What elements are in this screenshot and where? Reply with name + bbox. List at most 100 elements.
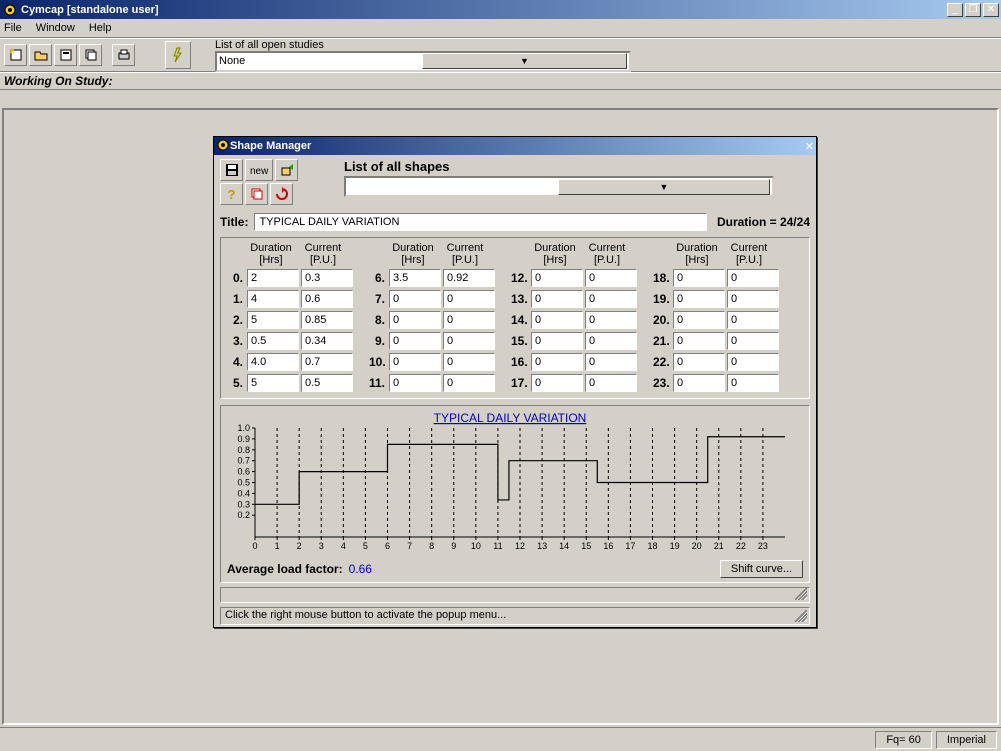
resize-grip[interactable] <box>220 587 810 603</box>
save-shape-button[interactable] <box>220 159 243 181</box>
new-shape-button[interactable]: new <box>245 159 273 181</box>
duration-input[interactable]: 0 <box>673 374 725 392</box>
table-row: 7.00 <box>369 290 495 308</box>
duration-input[interactable]: 0.5 <box>247 332 299 350</box>
current-input[interactable]: 0.6 <box>301 290 353 308</box>
dialog-title: Shape Manager <box>230 140 805 152</box>
table-row: 3.0.50.34 <box>227 332 353 350</box>
print-button[interactable] <box>112 44 135 66</box>
current-input[interactable]: 0 <box>443 374 495 392</box>
duration-input[interactable]: 0 <box>673 353 725 371</box>
shapes-combo[interactable]: ▼ <box>344 176 774 197</box>
minimize-button[interactable]: _ <box>947 3 963 17</box>
table-row: 12.00 <box>511 269 637 287</box>
current-input[interactable]: 0 <box>443 311 495 329</box>
current-input[interactable]: 0 <box>727 311 779 329</box>
col-header-current: Current[P.U.] <box>723 242 775 266</box>
current-input[interactable]: 0 <box>443 290 495 308</box>
open-study-button[interactable] <box>29 44 52 66</box>
duration-input[interactable]: 0 <box>531 290 583 308</box>
working-on-label: Working On Study: <box>0 72 1001 90</box>
current-input[interactable]: 0.7 <box>301 353 353 371</box>
table-row: 23.00 <box>653 374 779 392</box>
current-input[interactable]: 0.3 <box>301 269 353 287</box>
shift-curve-button[interactable]: Shift curve... <box>720 560 803 578</box>
chevron-down-icon: ▼ <box>422 53 627 69</box>
row-index: 7. <box>369 292 387 306</box>
current-input[interactable]: 0.92 <box>443 269 495 287</box>
svg-text:0: 0 <box>252 541 257 551</box>
status-fq: Fq= 60 <box>875 731 932 749</box>
current-input[interactable]: 0 <box>727 269 779 287</box>
duration-input[interactable]: 0 <box>531 311 583 329</box>
refresh-button[interactable] <box>270 183 293 205</box>
current-input[interactable]: 0 <box>585 353 637 371</box>
duration-input[interactable]: 4 <box>247 290 299 308</box>
copy-study-button[interactable] <box>79 44 102 66</box>
menu-window[interactable]: Window <box>36 22 75 34</box>
chevron-down-icon: ▼ <box>558 179 770 195</box>
col-header-current: Current[P.U.] <box>581 242 633 266</box>
current-input[interactable]: 0 <box>727 332 779 350</box>
duration-input[interactable]: 0 <box>389 353 441 371</box>
row-index: 6. <box>369 271 387 285</box>
save-study-button[interactable] <box>54 44 77 66</box>
current-input[interactable]: 0 <box>585 290 637 308</box>
duration-input[interactable]: 0 <box>389 311 441 329</box>
current-input[interactable]: 0 <box>727 353 779 371</box>
table-row: 2.50.85 <box>227 311 353 329</box>
duration-input[interactable]: 0 <box>673 290 725 308</box>
open-studies-combo[interactable]: None ▼ <box>215 51 631 72</box>
current-input[interactable]: 0 <box>585 311 637 329</box>
col-header-duration: Duration[Hrs] <box>387 242 439 266</box>
menu-help[interactable]: Help <box>89 22 112 34</box>
current-input[interactable]: 0.85 <box>301 311 353 329</box>
duration-input[interactable]: 0 <box>389 332 441 350</box>
duration-input[interactable]: 0 <box>673 311 725 329</box>
current-input[interactable]: 0.5 <box>301 374 353 392</box>
current-input[interactable]: 0.34 <box>301 332 353 350</box>
menu-file[interactable]: File <box>4 22 22 34</box>
table-row: 17.00 <box>511 374 637 392</box>
svg-text:0.7: 0.7 <box>237 456 250 466</box>
current-input[interactable]: 0 <box>443 353 495 371</box>
duration-input[interactable]: 5 <box>247 311 299 329</box>
dialog-close-button[interactable]: ✕ <box>805 140 814 153</box>
svg-text:7: 7 <box>407 541 412 551</box>
current-input[interactable]: 0 <box>585 374 637 392</box>
duration-input[interactable]: 3.5 <box>389 269 441 287</box>
dialog-titlebar[interactable]: Shape Manager ✕ <box>214 137 816 155</box>
row-index: 18. <box>653 271 671 285</box>
duration-input[interactable]: 0 <box>389 290 441 308</box>
duration-input[interactable]: 0 <box>389 374 441 392</box>
shape-title-input[interactable]: TYPICAL DAILY VARIATION <box>254 213 707 231</box>
duration-input[interactable]: 0 <box>531 374 583 392</box>
row-index: 3. <box>227 334 245 348</box>
help-button[interactable]: ? <box>220 183 243 205</box>
col-header-current: Current[P.U.] <box>439 242 491 266</box>
import-shape-button[interactable] <box>275 159 298 181</box>
run-button[interactable] <box>165 41 191 69</box>
svg-text:3: 3 <box>319 541 324 551</box>
restore-button[interactable]: ❐ <box>965 3 981 17</box>
duration-input[interactable]: 4.0 <box>247 353 299 371</box>
current-input[interactable]: 0 <box>727 374 779 392</box>
duration-input[interactable]: 0 <box>531 269 583 287</box>
svg-text:0.4: 0.4 <box>237 488 250 498</box>
current-input[interactable]: 0 <box>443 332 495 350</box>
duration-input[interactable]: 0 <box>673 332 725 350</box>
current-input[interactable]: 0 <box>585 332 637 350</box>
close-button[interactable]: ✕ <box>983 3 999 17</box>
table-row: 0.20.3 <box>227 269 353 287</box>
duration-input[interactable]: 0 <box>531 332 583 350</box>
copy-shape-button[interactable] <box>245 183 268 205</box>
table-row: 22.00 <box>653 353 779 371</box>
row-index: 12. <box>511 271 529 285</box>
current-input[interactable]: 0 <box>585 269 637 287</box>
current-input[interactable]: 0 <box>727 290 779 308</box>
duration-input[interactable]: 2 <box>247 269 299 287</box>
duration-input[interactable]: 0 <box>673 269 725 287</box>
duration-input[interactable]: 0 <box>531 353 583 371</box>
new-study-button[interactable] <box>4 44 27 66</box>
duration-input[interactable]: 5 <box>247 374 299 392</box>
